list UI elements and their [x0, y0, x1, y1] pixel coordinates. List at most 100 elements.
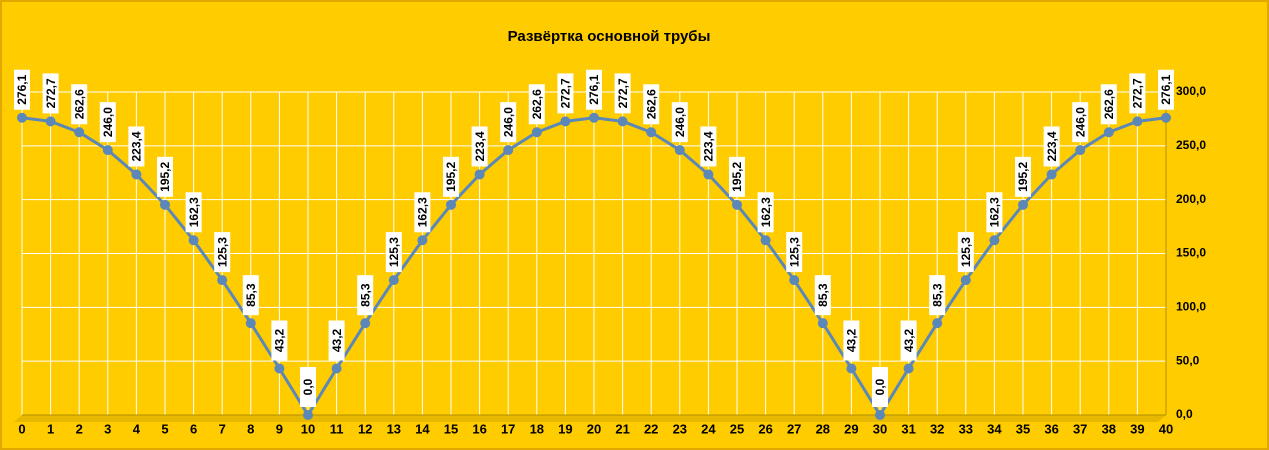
data-label-text: 246,0 — [1073, 107, 1087, 137]
data-label-text: 246,0 — [501, 107, 515, 137]
data-point — [760, 235, 771, 246]
data-label-text: 262,6 — [1102, 89, 1116, 119]
data-label-text: 272,7 — [44, 78, 58, 108]
data-point — [732, 199, 742, 210]
data-label: 276,1 — [14, 69, 30, 110]
data-label: 223,4 — [700, 126, 717, 167]
x-tick-label: 30 — [873, 421, 887, 436]
data-label-text: 276,1 — [15, 74, 29, 104]
data-label-text: 195,2 — [444, 161, 458, 191]
data-label: 223,4 — [128, 126, 145, 167]
data-label-text: 43,2 — [902, 328, 916, 352]
data-point — [102, 145, 113, 156]
data-label-box — [586, 69, 602, 110]
data-point — [589, 112, 599, 123]
chart-title: Развёртка основной трубы — [508, 28, 711, 45]
x-tick-label: 8 — [247, 421, 254, 436]
data-point — [131, 169, 142, 180]
data-point — [274, 363, 285, 374]
x-tick-label: 26 — [758, 421, 772, 436]
data-point — [503, 145, 514, 156]
data-label-box — [700, 126, 717, 167]
data-point — [617, 116, 628, 127]
x-tick-label: 37 — [1073, 421, 1087, 436]
data-point — [960, 275, 971, 286]
x-tick-label: 10 — [301, 421, 315, 436]
data-label-box — [242, 275, 259, 316]
data-label-box — [500, 102, 517, 143]
data-point — [789, 275, 800, 286]
x-tick-label: 17 — [501, 421, 515, 436]
data-label: 262,6 — [643, 84, 660, 125]
data-point — [1132, 116, 1143, 127]
data-label-box — [872, 367, 888, 407]
data-label-text: 162,3 — [187, 197, 201, 227]
x-tick-label: 27 — [787, 421, 801, 436]
data-point — [446, 199, 456, 210]
data-label: 43,2 — [843, 320, 860, 361]
data-label-text: 195,2 — [1016, 161, 1030, 191]
data-label-box — [786, 232, 803, 273]
x-tick-label: 40 — [1159, 421, 1173, 436]
data-label-text: 125,3 — [959, 237, 973, 267]
data-label-box — [671, 102, 688, 143]
data-label: 246,0 — [500, 102, 517, 143]
data-label-text: 162,3 — [988, 197, 1002, 227]
x-tick-label: 3 — [104, 421, 111, 436]
x-tick-label: 9 — [276, 421, 283, 436]
x-tick-label: 31 — [901, 421, 915, 436]
data-label-box — [528, 84, 545, 125]
data-label-box — [614, 73, 631, 114]
data-label-text: 223,4 — [130, 131, 144, 161]
data-label: 262,6 — [528, 84, 545, 125]
data-label-box — [471, 126, 488, 167]
data-label: 195,2 — [157, 156, 173, 197]
x-tick-label: 11 — [330, 421, 344, 436]
x-tick-label: 1 — [47, 421, 54, 436]
data-label: 0,0 — [872, 367, 888, 407]
data-label-box — [443, 156, 459, 197]
data-point — [217, 275, 228, 286]
data-label: 43,2 — [271, 320, 288, 361]
data-label-text: 223,4 — [1045, 131, 1059, 161]
data-label-text: 262,6 — [530, 89, 544, 119]
x-tick-label: 36 — [1044, 421, 1058, 436]
data-label-box — [900, 320, 917, 361]
data-label-box — [929, 275, 946, 316]
data-point — [1103, 127, 1114, 138]
data-label: 125,3 — [957, 232, 974, 273]
data-label-text: 195,2 — [730, 161, 744, 191]
data-label-box — [957, 232, 974, 273]
data-label-text: 162,3 — [759, 197, 773, 227]
data-point — [875, 410, 885, 420]
data-label-box — [185, 192, 202, 233]
data-label-text: 0,0 — [301, 378, 315, 395]
data-label-text: 223,4 — [702, 131, 716, 161]
x-tick-label: 14 — [415, 421, 430, 436]
x-tick-label: 24 — [701, 421, 716, 436]
data-label-text: 276,1 — [587, 74, 601, 104]
data-point — [474, 169, 485, 180]
data-label-text: 43,2 — [330, 328, 344, 352]
data-label-text: 246,0 — [101, 107, 115, 137]
y-tick-label: 250,0 — [1176, 138, 1206, 152]
x-tick-label: 32 — [930, 421, 944, 436]
data-label-box — [71, 84, 88, 125]
data-label-box — [814, 275, 831, 316]
data-label-text: 125,3 — [787, 237, 801, 267]
data-point — [817, 318, 828, 329]
data-label-box — [271, 320, 288, 361]
data-label-box — [1100, 84, 1117, 125]
x-tick-label: 13 — [387, 421, 401, 436]
data-label-box — [328, 320, 345, 361]
data-label-text: 246,0 — [673, 107, 687, 137]
x-tick-label: 7 — [219, 421, 226, 436]
x-tick-label: 33 — [959, 421, 973, 436]
data-label: 125,3 — [214, 232, 231, 273]
y-tick-label: 100,0 — [1176, 300, 1206, 314]
data-point — [160, 199, 170, 210]
data-point — [932, 318, 943, 329]
data-label-text: 223,4 — [473, 131, 487, 161]
